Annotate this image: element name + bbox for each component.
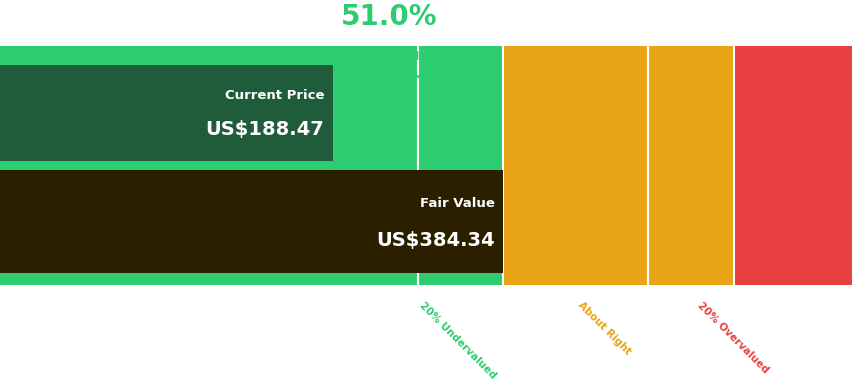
Text: Fair Value: Fair Value [419,196,494,209]
Bar [0,170,503,273]
Text: 51.0%: 51.0% [341,3,437,31]
Text: About Right: About Right [575,300,632,357]
Text: US$188.47: US$188.47 [205,120,324,139]
Text: Undervalued: Undervalued [341,48,439,63]
Bar [0,65,332,160]
Bar [503,46,733,285]
Bar [0,46,503,285]
Bar [733,46,852,285]
Text: US$384.34: US$384.34 [376,231,494,250]
Text: 20% Overvalued: 20% Overvalued [694,300,769,375]
Text: Current Price: Current Price [224,89,324,102]
Text: 20% Undervalued: 20% Undervalued [417,300,498,380]
